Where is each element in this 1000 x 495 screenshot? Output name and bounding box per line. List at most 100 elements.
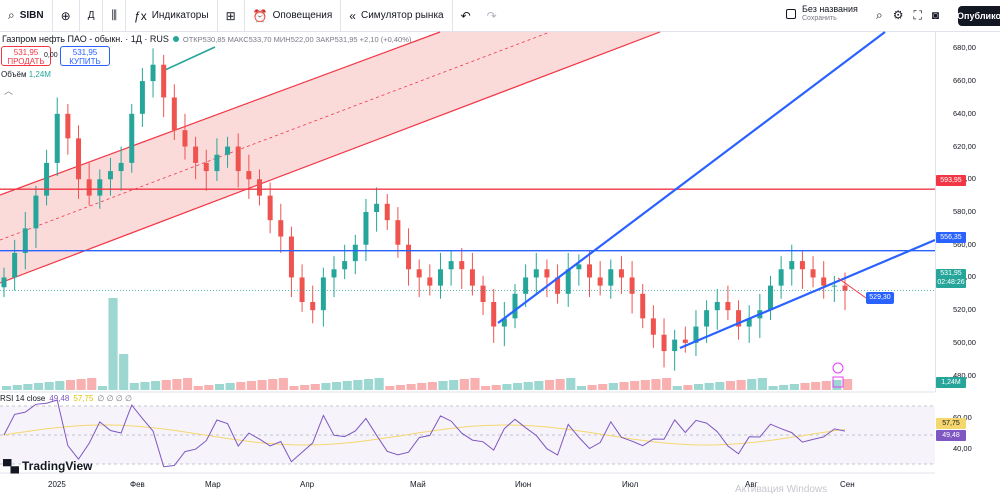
candle-body [778,269,784,286]
alerts-label: Оповещения [272,10,333,21]
collapse-legend-icon[interactable]: ︿ [4,86,14,96]
candle-body [86,179,92,196]
undo-icon: ↶ [460,8,471,23]
camera-icon[interactable]: ◙ [931,8,940,22]
candle-body [587,264,593,278]
price-tick: 500,00 [953,337,976,347]
quick-search-icon[interactable]: ⌕ [876,8,883,22]
candle-body [54,113,60,163]
chart-type-button[interactable]: ⫼ [103,0,127,32]
redo-button[interactable]: ↷ [479,0,505,32]
candles-icon: ⫼ [111,8,118,22]
candle-body [97,179,103,196]
candle-body [629,277,635,294]
forecast-line [837,277,867,299]
publish-button[interactable]: Опублико [957,6,1000,26]
rsi-value-tag: 49,48 [936,430,966,441]
price-tick: 620,00 [953,141,976,151]
price-tick: 680,00 [953,43,976,53]
symbol-search[interactable]: ⌕ SIBN [0,0,53,32]
volume-bar [268,379,278,390]
compare-button[interactable]: ⊕ [53,0,80,32]
replay-button[interactable]: « Симулятор рынка [341,0,453,32]
sell-label: ПРОДАТЬ [7,57,45,66]
sell-button[interactable]: 531,95 ПРОДАТЬ [1,46,51,66]
price-axis[interactable] [935,32,1000,392]
search-icon: ⌕ [8,8,15,22]
volume-bar [768,386,778,390]
candle-body [555,277,561,294]
fullscreen-icon[interactable]: ⛶ [913,8,922,22]
alerts-button[interactable]: ⏰ Оповещения [245,0,342,32]
replay-label: Симулятор рынка [360,10,444,21]
candle-body [491,302,497,327]
volume-bar [310,384,320,390]
last-price-value: 531,95 [940,270,962,277]
volume-bar [23,384,33,390]
market-status-icon [172,36,179,42]
top-toolbar: ⌕ SIBN ⊕ Д ⫼ ƒx Индикаторы ⊞ ⏰ Оповещени… [0,0,1000,32]
volume-bar [619,382,629,390]
volume-bar [544,380,555,390]
candle-body [682,339,688,343]
candle-body [246,171,252,180]
candle-body [150,64,156,82]
tv-logo-text: TradingView [22,459,93,473]
rsi-tick-60: 60,00 [953,413,972,422]
volume-bar [640,380,650,390]
target-price-label[interactable]: 529,30 [866,292,894,304]
candle-body [235,146,241,172]
channel-upper [0,31,441,196]
volume-bar [140,382,150,390]
volume-bar [481,386,491,390]
candle-body [565,269,571,294]
volume-bar [789,384,799,390]
rsi-tick-40: 40,00 [953,444,972,453]
candle-body [469,269,475,286]
rewind-icon: « [349,8,356,23]
layout-name[interactable]: Без названия Сохранить [786,4,858,24]
candle-body [640,293,646,319]
indicators-button[interactable]: ƒx Индикаторы [126,0,218,32]
support-price-tag: 556,35 [936,232,966,243]
candle-body [225,146,231,155]
interval-button[interactable]: Д [80,0,104,32]
volume-bar [704,383,714,390]
volume-bar [395,385,406,390]
rsi-legend: RSI 14 close 49,48 57,75 ∅ ∅ ∅ ∅ [0,394,132,403]
price-tick: 520,00 [953,305,976,315]
volume-bar [576,386,587,390]
volume-bars [2,298,853,390]
tradingview-logo[interactable]: ▀▄ TradingView [3,459,92,473]
templates-button[interactable]: ⊞ [218,0,245,32]
candle-body [650,318,656,335]
candle-body [831,285,837,287]
candle-body [427,277,433,286]
high-trend-line [164,46,216,71]
volume-bar [119,354,129,390]
time-axis-label: Июн [515,480,532,489]
volume-bar [534,381,544,390]
candle-body [480,285,486,302]
candle-body [512,293,518,319]
chart-legend: Газпром нефть ПАО - обыкн. · 1Д · RUS ОТ… [0,33,411,45]
candle-body [501,318,507,327]
buy-button[interactable]: 531,95 КУПИТЬ [60,46,110,66]
drawing-lines[interactable] [0,31,936,388]
undo-button[interactable]: ↶ [453,0,479,32]
volume-bar [843,379,853,390]
volume-bar [342,381,352,390]
candle-body [182,130,188,147]
settings-icon[interactable]: ⚙ [892,8,904,22]
volume-bar [832,380,842,390]
candle-body [618,269,624,278]
rsi-label: RSI 14 close [0,394,46,403]
volume-bar [747,379,757,390]
candle-body [44,162,50,196]
volume-bar [512,383,523,390]
candle-body [672,339,678,352]
volume-bar [236,382,246,390]
trend-channel[interactable] [0,31,661,284]
volume-bar [97,386,107,390]
